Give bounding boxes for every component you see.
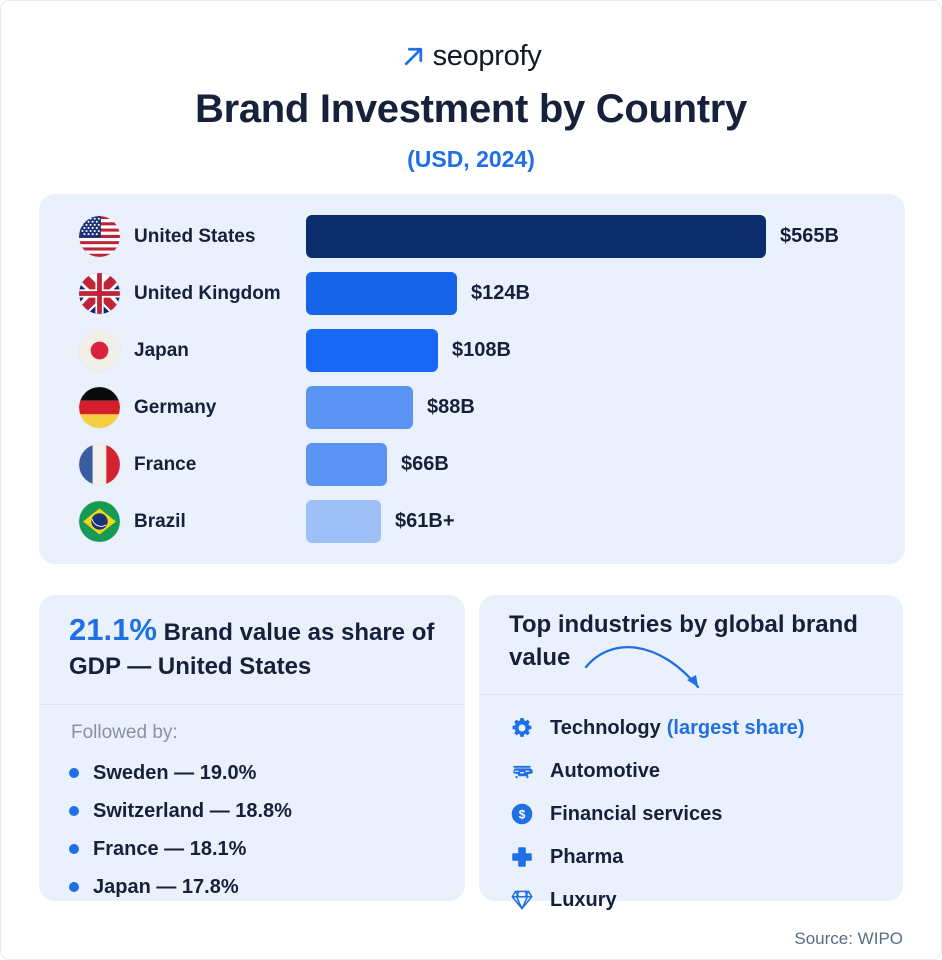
svg-text:$: $: [519, 808, 526, 822]
